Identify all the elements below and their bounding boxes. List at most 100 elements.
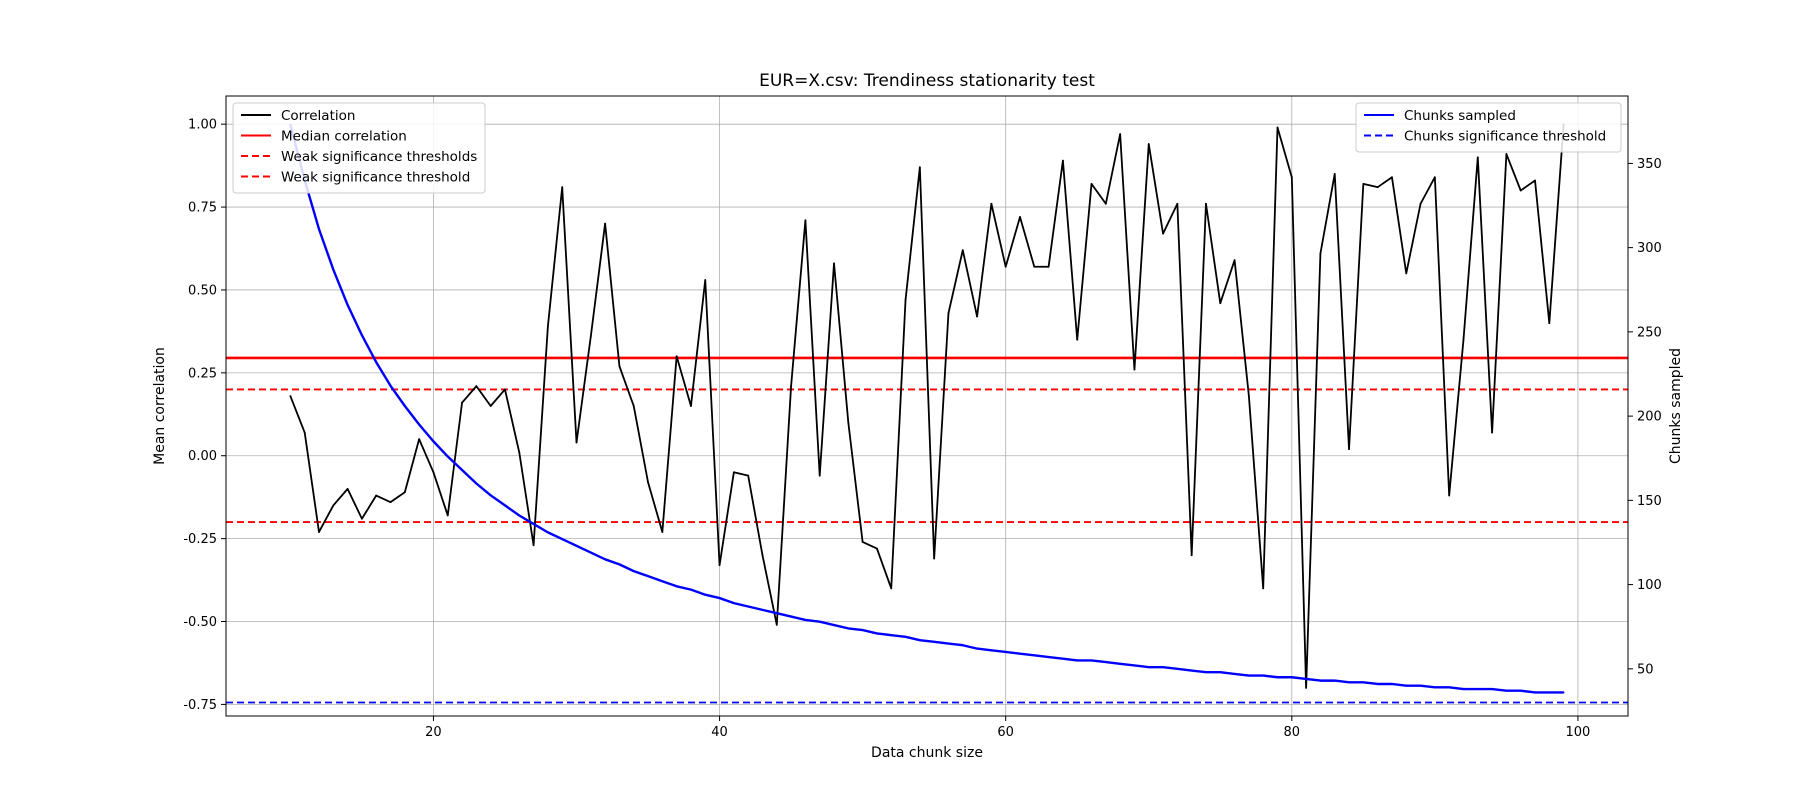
data-point [346,304,349,306]
y2-tick-label: 200 [1637,410,1662,425]
data-point [1033,654,1036,657]
data-point [475,482,478,485]
data-point [1476,688,1479,690]
data-point [1534,691,1536,694]
data-point [561,186,564,189]
series-chunks-sampled-points [289,123,1565,694]
y2-tick-label: 350 [1637,157,1662,172]
data-point [961,249,964,252]
data-point [1004,265,1007,268]
data-point [1491,688,1493,690]
series-chunks-sampled-line [289,124,1564,694]
y-tick-label: 0.00 [188,449,217,464]
data-point [704,593,707,596]
legend-right: Chunks sampled Chunks significance thresh… [1355,102,1622,153]
data-point [489,405,492,407]
data-point [1333,679,1336,682]
data-point [361,517,363,520]
data-point [818,620,821,623]
data-point [1276,126,1279,129]
data-point [933,557,936,560]
data-point [1133,368,1136,371]
y-tick-label: 0.75 [188,201,217,216]
data-point [933,640,936,643]
data-point [1276,676,1279,679]
data-point [346,487,349,490]
data-point [504,388,506,391]
data-point [1305,686,1308,689]
y2-tick-label: 150 [1637,494,1662,509]
data-point [1433,686,1436,689]
data-point [790,615,792,618]
data-point [403,405,406,407]
data-point [1362,681,1365,684]
data-point [1548,322,1551,325]
data-point [375,361,378,364]
data-point [1047,656,1050,658]
data-point [518,451,521,454]
data-point [461,469,463,471]
data-point [675,585,678,588]
data-point [432,440,435,443]
data-point [361,334,363,337]
data-point [1190,669,1193,672]
data-point [1162,232,1164,235]
data-point [475,385,478,388]
data-point [690,405,692,407]
legend-label: Median correlation [281,129,407,145]
data-point [589,551,592,554]
data-point [318,228,320,230]
data-point [1405,272,1408,275]
data-point [618,563,621,566]
data-point [1219,671,1222,674]
data-point [1448,494,1451,497]
data-point [1247,395,1250,397]
data-point [732,471,735,474]
data-point [890,587,893,590]
data-point [1534,179,1536,182]
y2-tick-label: 300 [1637,241,1662,256]
data-point [618,365,621,368]
data-point [861,541,864,543]
x-tick-label: 100 [1566,725,1591,740]
data-point [804,219,807,222]
data-point [1348,681,1350,684]
data-point [1076,659,1079,662]
x-tick-label: 80 [1284,725,1301,740]
data-point [947,642,950,645]
data-point [775,623,778,626]
legend-label: Correlation [281,108,355,124]
data-point [1019,216,1021,218]
data-point [504,504,506,507]
y2-tick-label: 250 [1637,325,1662,340]
data-point [1462,688,1465,690]
data-point [1019,652,1021,655]
data-point [1133,664,1136,667]
data-point [647,481,649,484]
data-point [1262,674,1265,677]
data-point [1205,671,1207,674]
data-point [403,491,406,494]
data-point [1505,689,1508,692]
data-point [976,315,978,318]
data-point [947,312,950,315]
data-point [1362,182,1365,185]
series-correlation-points [289,123,1565,689]
data-point [418,423,421,426]
data-point [818,474,821,477]
data-point [704,279,707,281]
x-tick-label: 60 [997,725,1014,740]
data-point [1104,661,1107,663]
data-point [1333,173,1336,175]
data-point [1462,338,1465,341]
data-point [1419,684,1422,687]
data-point [1491,431,1493,434]
y-tick-label: -0.50 [183,615,217,630]
data-point [389,384,392,387]
y2-axis-ticks: 50 100 150 200 250 300 350 [1628,157,1662,677]
data-point [1233,259,1236,262]
y-axis-ticks: -0.75 -0.50 -0.25 0.00 0.25 0.50 0.75 1.00 [183,118,226,713]
data-point [432,471,435,474]
data-point [1205,202,1207,205]
